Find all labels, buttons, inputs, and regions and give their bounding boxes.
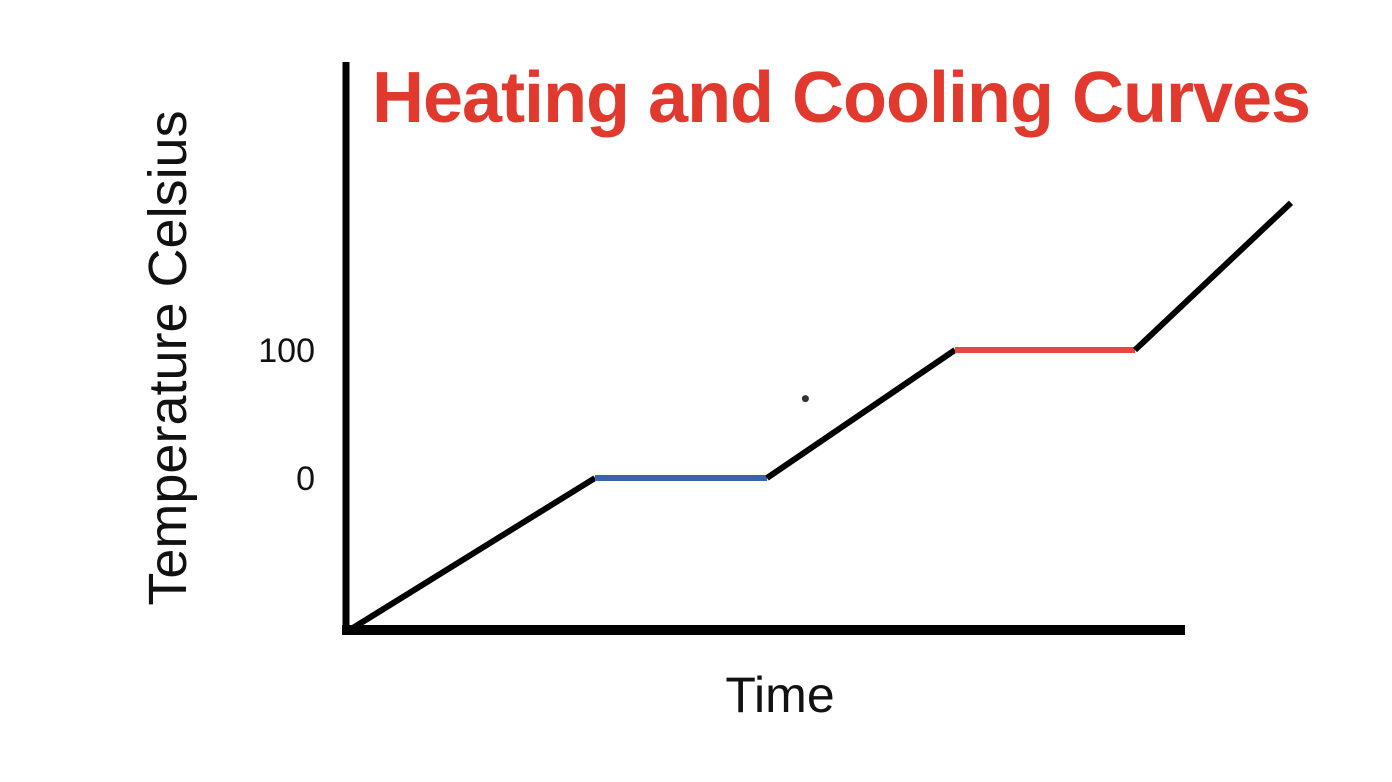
- stray-dot: [801, 395, 809, 403]
- curve-segment-solid-warming: [345, 475, 597, 635]
- curve-segment-gas-warming: [1132, 200, 1294, 353]
- chart-title: Heating and Cooling Curves: [372, 58, 1311, 138]
- y-tick-label-100: 100: [258, 332, 315, 370]
- x-axis-label: Time: [725, 667, 835, 723]
- curve-segment-liquid-warming: [765, 347, 957, 481]
- y-tick-label-0: 0: [296, 460, 315, 498]
